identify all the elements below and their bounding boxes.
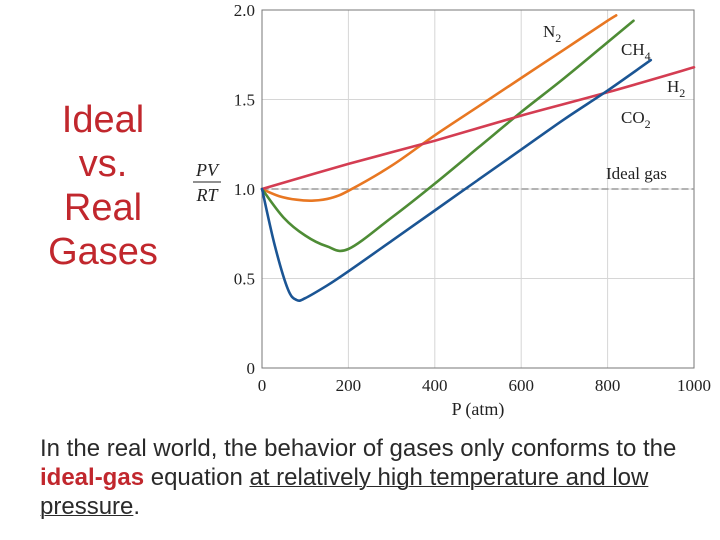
caption-text: In the real world, the behavior of gases… (40, 435, 677, 462)
y-tick-label: 0 (247, 359, 256, 378)
y-axis-label-denominator: RT (195, 185, 219, 205)
title-line: Gases (48, 231, 158, 273)
series-label-co2: CO2 (621, 108, 651, 131)
caption-text: . (133, 493, 141, 520)
series-label-subscript: 2 (645, 117, 651, 131)
x-tick-label: 0 (258, 376, 267, 395)
series-label-ch4: CH4 (621, 40, 651, 63)
y-tick-label: 1.0 (234, 180, 255, 199)
title-line: Ideal (61, 99, 145, 141)
y-tick-label: 1.5 (234, 91, 255, 110)
x-tick-label: 200 (336, 376, 362, 395)
x-tick-label: 400 (422, 376, 448, 395)
series-line-h2 (260, 66, 696, 191)
caption-emphasis: ideal-gas (40, 464, 145, 491)
title-line: Real (63, 187, 143, 229)
series-label-subscript: 4 (645, 49, 651, 63)
series-label-subscript: 2 (679, 86, 685, 100)
y-tick-label: 2.0 (234, 1, 255, 20)
series-label-ideal: Ideal gas (606, 164, 667, 183)
compressibility-chart: 0 200 400 600 800 1000 0 0.5 1.0 1.5 2.0 N2 CH4 H2 CO… (193, 1, 711, 420)
series-label-n2: N2 (543, 22, 561, 45)
series-line-n2 (260, 14, 618, 202)
caption: In the real world, the behavior of gases… (40, 434, 700, 521)
caption-text: equation (144, 464, 250, 491)
series-label-subscript: 2 (555, 31, 561, 45)
x-axis-label: P (atm) (452, 399, 505, 420)
x-tick-label: 1000 (677, 376, 711, 395)
series-labels: N2 CH4 H2 CO2 Ideal gas (543, 22, 685, 183)
series (260, 14, 696, 303)
series-line-co2 (260, 58, 653, 303)
series-label-h2: H2 (667, 77, 685, 100)
series-line-ch4 (260, 19, 635, 253)
y-tick-label: 0.5 (234, 270, 255, 289)
caption-underline: at relatively high temperature and low p… (40, 464, 649, 520)
x-tick-label: 800 (595, 376, 621, 395)
x-tick-label: 600 (508, 376, 534, 395)
y-axis-label-numerator: PV (195, 160, 220, 180)
title-line: vs. (78, 143, 128, 185)
tick-labels: 0 200 400 600 800 1000 0 0.5 1.0 1.5 2.0 (234, 1, 711, 395)
slide-title: Ideal vs. Real Gases (28, 98, 178, 274)
